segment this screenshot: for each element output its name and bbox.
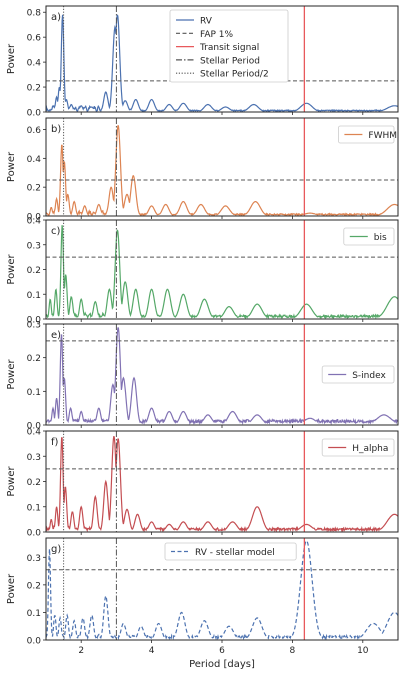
x-axis-label: Period [days] bbox=[189, 659, 255, 670]
y-tick-label: 0.2 bbox=[27, 354, 41, 364]
series-line-s-index bbox=[46, 327, 398, 425]
y-tick-label: 0.2 bbox=[27, 266, 41, 276]
panel-3: 0.0 0.1 0.2 0.3 0.4 Power c) bis bbox=[6, 217, 399, 326]
y-tick-label: 0.0 bbox=[27, 637, 42, 647]
y-tick-label: 0.4 bbox=[27, 428, 42, 438]
panel-frame bbox=[45, 5, 399, 113]
y-tick-label: 0.3 bbox=[27, 554, 41, 564]
x-tick-label: 8 bbox=[290, 646, 296, 656]
legend: S-index bbox=[321, 365, 395, 384]
plot-area bbox=[46, 324, 398, 425]
y-axis-label: Power bbox=[6, 465, 17, 496]
panel-frame bbox=[45, 323, 399, 426]
legend: bis bbox=[343, 227, 395, 246]
panel-1: 0.0 0.2 0.4 0.6 0.8 Power a) RV FAP 1% Transit si… bbox=[6, 5, 399, 119]
y-tick-label: 0.3 bbox=[27, 321, 41, 331]
x-tick-label: 6 bbox=[219, 646, 225, 656]
legend-label: Transit signal bbox=[199, 43, 259, 53]
panel-6: 0.0 0.1 0.2 0.3 Power 2 4 6 8 10 g) RV - stellar mo… bbox=[6, 537, 399, 656]
periodogram-panels: 0.0 0.2 0.4 0.6 0.8 Power a) RV FAP 1% Transit si… bbox=[6, 5, 399, 656]
legend-label: bis bbox=[374, 233, 387, 243]
legend: RV FAP 1% Transit signal Stellar Period Stel… bbox=[169, 9, 289, 83]
series-line-bis bbox=[46, 225, 398, 319]
panel-4: 0.0 0.1 0.2 0.3 Power e) S-index bbox=[6, 321, 399, 432]
y-axis-label: Power bbox=[6, 358, 17, 389]
plot-area bbox=[46, 538, 398, 640]
plot-area bbox=[46, 118, 398, 216]
y-tick-label: 0.1 bbox=[27, 388, 41, 398]
legend: H_alpha bbox=[321, 438, 395, 457]
series-line-rv bbox=[46, 14, 398, 112]
panel-frame bbox=[45, 117, 399, 217]
y-axis-label: Power bbox=[6, 151, 17, 182]
y-tick-label: 0.1 bbox=[27, 609, 41, 619]
y-tick-label: 0.2 bbox=[27, 581, 41, 591]
panel-label: f) bbox=[51, 437, 59, 448]
y-axis-label: Power bbox=[6, 253, 17, 284]
legend-label: H_alpha bbox=[352, 444, 388, 454]
y-tick-label: 0.2 bbox=[27, 84, 41, 94]
legend-label: Stellar Period bbox=[200, 56, 260, 66]
shared-x-axis: Period [days] bbox=[189, 659, 255, 670]
x-tick-label: 4 bbox=[149, 646, 155, 656]
legend-label: FAP 1% bbox=[200, 30, 234, 40]
y-tick-label: 0.4 bbox=[27, 155, 42, 165]
panel-2: 0.0 0.2 0.4 0.6 Power b) FWHM bbox=[6, 117, 399, 223]
legend: RV - stellar model bbox=[164, 542, 297, 561]
legend: FWHM bbox=[337, 125, 397, 144]
panel-label: c) bbox=[51, 226, 60, 237]
y-axis-label: Power bbox=[6, 573, 17, 604]
legend-label: RV bbox=[200, 17, 213, 27]
legend-label: Stellar Period/2 bbox=[200, 70, 269, 80]
plot-area bbox=[46, 220, 398, 319]
legend-label: S-index bbox=[352, 371, 386, 381]
panel-label: g) bbox=[51, 544, 61, 555]
series-line-rv-stellar-model bbox=[46, 540, 398, 640]
y-tick-label: 0.2 bbox=[27, 478, 41, 488]
legend-label: FWHM bbox=[368, 131, 397, 141]
legend-label: RV - stellar model bbox=[195, 548, 275, 558]
y-tick-label: 0.1 bbox=[27, 503, 41, 513]
panel-label: e) bbox=[51, 330, 61, 341]
y-tick-label: 0.6 bbox=[27, 34, 42, 44]
y-tick-label: 0.6 bbox=[27, 126, 42, 136]
y-tick-label: 0.3 bbox=[27, 453, 41, 463]
y-tick-label: 0.4 bbox=[27, 59, 42, 69]
y-tick-label: 0.1 bbox=[27, 291, 41, 301]
y-tick-label: 0.8 bbox=[27, 9, 42, 19]
y-tick-label: 0.0 bbox=[27, 109, 42, 119]
panel-frame bbox=[45, 430, 399, 533]
x-tick-label: 10 bbox=[357, 646, 369, 656]
plot-area bbox=[46, 431, 398, 532]
y-tick-label: 0.0 bbox=[27, 529, 42, 539]
panel-label: b) bbox=[51, 124, 61, 135]
y-tick-label: 0.0 bbox=[27, 316, 42, 326]
x-tick-label: 2 bbox=[78, 646, 84, 656]
y-axis-label: Power bbox=[6, 43, 17, 74]
y-tick-label: 0.2 bbox=[27, 184, 41, 194]
panel-frame bbox=[45, 537, 399, 641]
series-line-h-alpha bbox=[46, 435, 398, 532]
y-tick-label: 0.0 bbox=[27, 422, 42, 432]
panel-frame bbox=[45, 219, 399, 320]
y-tick-label: 0.4 bbox=[27, 217, 42, 227]
y-tick-label: 0.3 bbox=[27, 241, 41, 251]
panel-5: 0.0 0.1 0.2 0.3 0.4 Power f) H_alpha bbox=[6, 428, 399, 539]
y-tick-label: 0.0 bbox=[27, 213, 42, 223]
series-line-fwhm bbox=[46, 125, 398, 216]
panel-label: a) bbox=[51, 12, 61, 23]
